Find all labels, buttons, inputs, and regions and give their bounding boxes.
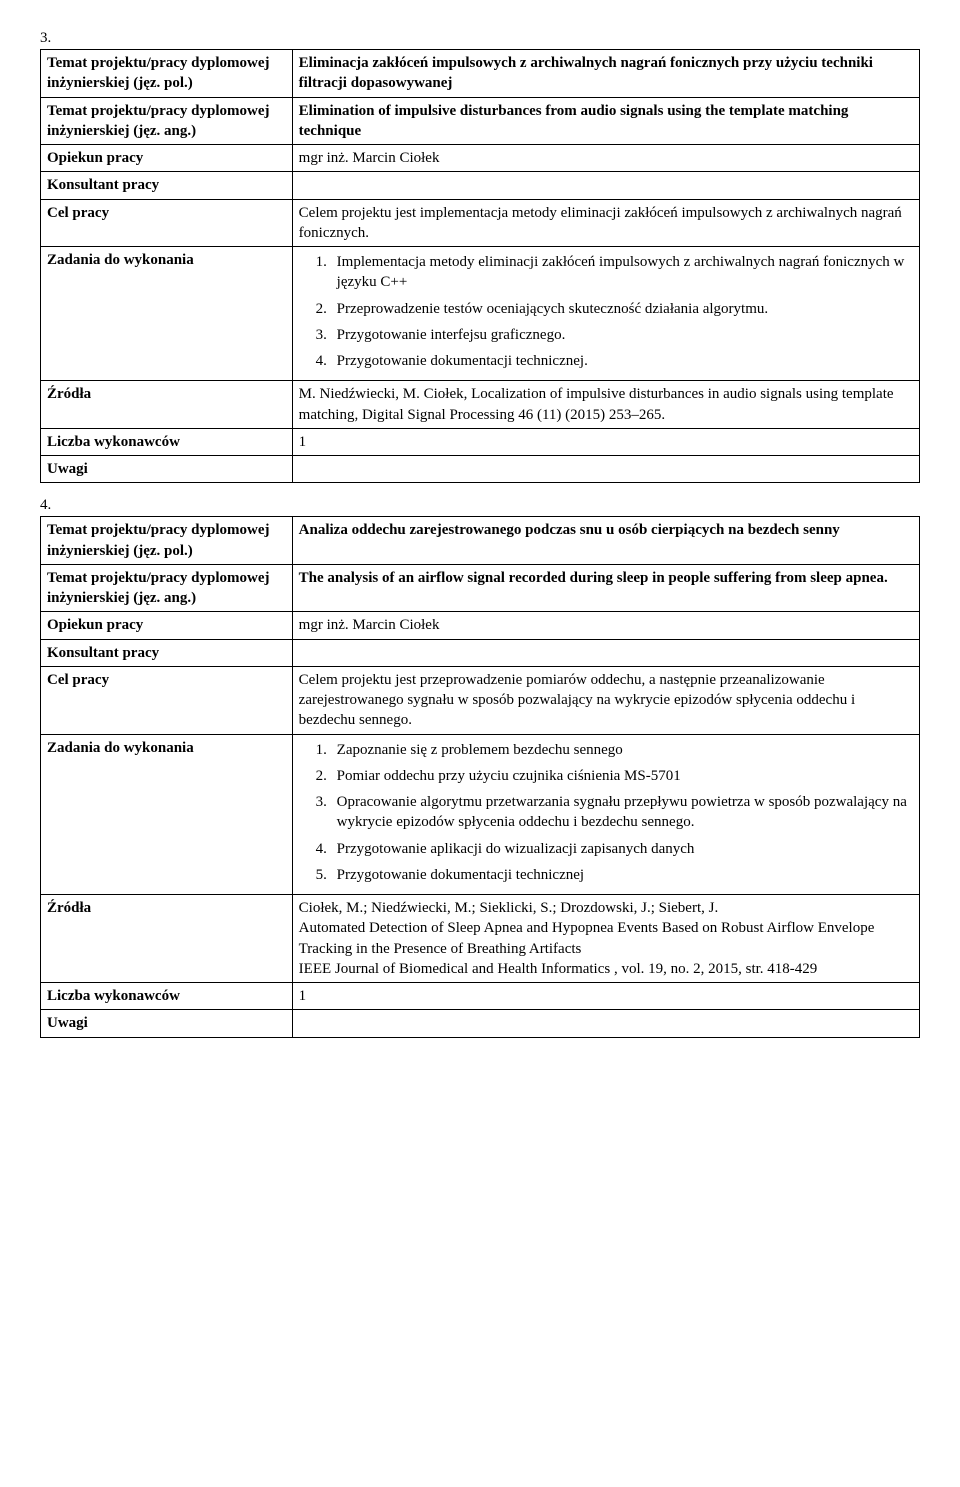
value-notes [292, 1010, 919, 1037]
value-consultant [292, 172, 919, 199]
item-number: 4. [40, 497, 920, 514]
label-topic-pl: Temat projektu/pracy dyplomowej inżynier… [41, 50, 293, 98]
task-item: Przeprowadzenie testów oceniających skut… [331, 299, 913, 319]
label-sources: Źródła [41, 381, 293, 429]
label-topic-en: Temat projektu/pracy dyplomowej inżynier… [41, 564, 293, 612]
value-topic-pl: Analiza oddechu zarejestrowanego podczas… [292, 517, 919, 565]
label-supervisor: Opiekun pracy [41, 145, 293, 172]
task-item: Implementacja metody eliminacji zakłóceń… [331, 252, 913, 293]
task-item: Przygotowanie interfejsu graficznego. [331, 325, 913, 345]
sources-journal: IEEE Journal of Biomedical and Health In… [299, 961, 818, 977]
sources-title: Automated Detection of Sleep Apnea and H… [299, 920, 875, 956]
task-item: Przygotowanie dokumentacji technicznej. [331, 351, 913, 371]
label-goal: Cel pracy [41, 666, 293, 734]
label-tasks: Zadania do wykonania [41, 734, 293, 895]
value-notes [292, 456, 919, 483]
task-item: Opracowanie algorytmu przetwarzania sygn… [331, 792, 913, 833]
project-table: Temat projektu/pracy dyplomowej inżynier… [40, 516, 920, 1037]
label-consultant: Konsultant pracy [41, 639, 293, 666]
task-item: Pomiar oddechu przy użyciu czujnika ciśn… [331, 766, 913, 786]
label-notes: Uwagi [41, 1010, 293, 1037]
label-goal: Cel pracy [41, 199, 293, 247]
item-number: 3. [40, 30, 920, 47]
value-topic-en: The analysis of an airflow signal record… [292, 564, 919, 612]
value-count: 1 [292, 983, 919, 1010]
task-item: Przygotowanie aplikacji do wizualizacji … [331, 839, 913, 859]
label-sources: Źródła [41, 895, 293, 983]
project-table: Temat projektu/pracy dyplomowej inżynier… [40, 49, 920, 483]
task-item: Przygotowanie dokumentacji technicznej [331, 865, 913, 885]
value-count: 1 [292, 428, 919, 455]
value-sources: Ciołek, M.; Niedźwiecki, M.; Sieklicki, … [292, 895, 919, 983]
sources-author: Ciołek, M.; Niedźwiecki, M.; Sieklicki, … [299, 900, 719, 916]
task-item: Zapoznanie się z problemem bezdechu senn… [331, 740, 913, 760]
value-supervisor: mgr inż. Marcin Ciołek [292, 612, 919, 639]
label-notes: Uwagi [41, 456, 293, 483]
value-sources: M. Niedźwiecki, M. Ciołek, Localization … [292, 381, 919, 429]
value-consultant [292, 639, 919, 666]
label-count: Liczba wykonawców [41, 983, 293, 1010]
label-consultant: Konsultant pracy [41, 172, 293, 199]
value-goal: Celem projektu jest implementacja metody… [292, 199, 919, 247]
label-topic-pl: Temat projektu/pracy dyplomowej inżynier… [41, 517, 293, 565]
value-topic-en: Elimination of impulsive disturbances fr… [292, 97, 919, 145]
value-goal: Celem projektu jest przeprowadzenie pomi… [292, 666, 919, 734]
value-supervisor: mgr inż. Marcin Ciołek [292, 145, 919, 172]
label-tasks: Zadania do wykonania [41, 247, 293, 381]
value-topic-pl: Eliminacja zakłóceń impulsowych z archiw… [292, 50, 919, 98]
value-tasks: Zapoznanie się z problemem bezdechu senn… [292, 734, 919, 895]
label-topic-en: Temat projektu/pracy dyplomowej inżynier… [41, 97, 293, 145]
label-supervisor: Opiekun pracy [41, 612, 293, 639]
value-tasks: Implementacja metody eliminacji zakłóceń… [292, 247, 919, 381]
label-count: Liczba wykonawców [41, 428, 293, 455]
